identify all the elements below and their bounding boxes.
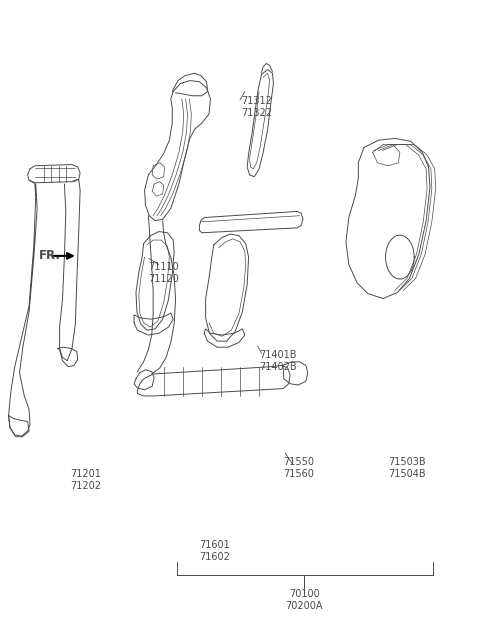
Text: 71401B
71402B: 71401B 71402B [259,350,297,371]
Text: 71601
71602: 71601 71602 [199,540,230,562]
Text: 71550
71560: 71550 71560 [283,457,314,479]
Text: 71201
71202: 71201 71202 [71,469,102,491]
Text: FR.: FR. [38,249,60,262]
Text: 71110
71120: 71110 71120 [148,262,179,284]
Text: 71503B
71504B: 71503B 71504B [388,457,426,479]
Text: 71312
71322: 71312 71322 [241,96,272,118]
Text: 70100
70200A: 70100 70200A [286,589,323,611]
